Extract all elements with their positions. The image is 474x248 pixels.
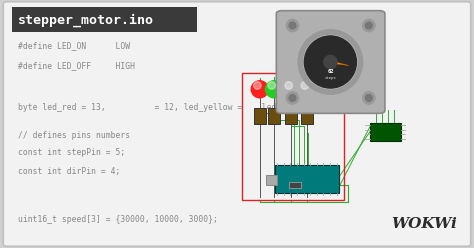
Ellipse shape (365, 22, 372, 29)
Ellipse shape (285, 82, 292, 89)
Ellipse shape (324, 55, 337, 69)
Ellipse shape (301, 82, 309, 89)
Ellipse shape (286, 92, 299, 104)
Ellipse shape (268, 82, 275, 89)
Text: steps: steps (324, 76, 337, 80)
Text: const int stepPin = 5;: const int stepPin = 5; (18, 148, 125, 157)
Ellipse shape (304, 36, 356, 88)
Bar (12, 7, 197, 32)
Text: 62: 62 (327, 69, 334, 74)
Ellipse shape (289, 22, 296, 29)
Ellipse shape (286, 19, 299, 32)
Text: // defines pins numbers: // defines pins numbers (18, 131, 130, 140)
Ellipse shape (304, 35, 357, 89)
Bar (370, 123, 401, 141)
Bar (254, 108, 266, 124)
Ellipse shape (365, 94, 372, 101)
Bar (275, 165, 339, 193)
FancyBboxPatch shape (3, 2, 471, 246)
Bar (285, 108, 297, 124)
Text: stepper_motor.ino: stepper_motor.ino (18, 13, 154, 27)
Bar (266, 175, 277, 185)
Bar (301, 108, 313, 124)
Bar (268, 108, 280, 124)
Text: const int dirPin = 4;: const int dirPin = 4; (18, 167, 120, 176)
Ellipse shape (254, 82, 261, 89)
Ellipse shape (265, 81, 283, 98)
Bar (289, 182, 301, 188)
Ellipse shape (363, 19, 375, 32)
Ellipse shape (299, 81, 316, 98)
Text: #define LED_ON      LOW: #define LED_ON LOW (18, 41, 130, 50)
Polygon shape (328, 61, 349, 65)
Ellipse shape (283, 81, 300, 98)
Text: WOKWi: WOKWi (392, 217, 457, 231)
Ellipse shape (289, 94, 296, 101)
FancyBboxPatch shape (276, 11, 385, 113)
Ellipse shape (298, 30, 363, 94)
Text: byte led_red = 13,          = 12, led_yellow =    led_blue = 10;: byte led_red = 13, = 12, led_yellow = le… (18, 103, 330, 112)
Text: uint16_t speed[3] = {30000, 10000, 3000};: uint16_t speed[3] = {30000, 10000, 3000}… (18, 215, 218, 224)
Ellipse shape (363, 92, 375, 104)
Text: #define LED_OFF     HIGH: #define LED_OFF HIGH (18, 61, 135, 70)
Bar (242, 73, 344, 200)
Ellipse shape (251, 81, 268, 98)
